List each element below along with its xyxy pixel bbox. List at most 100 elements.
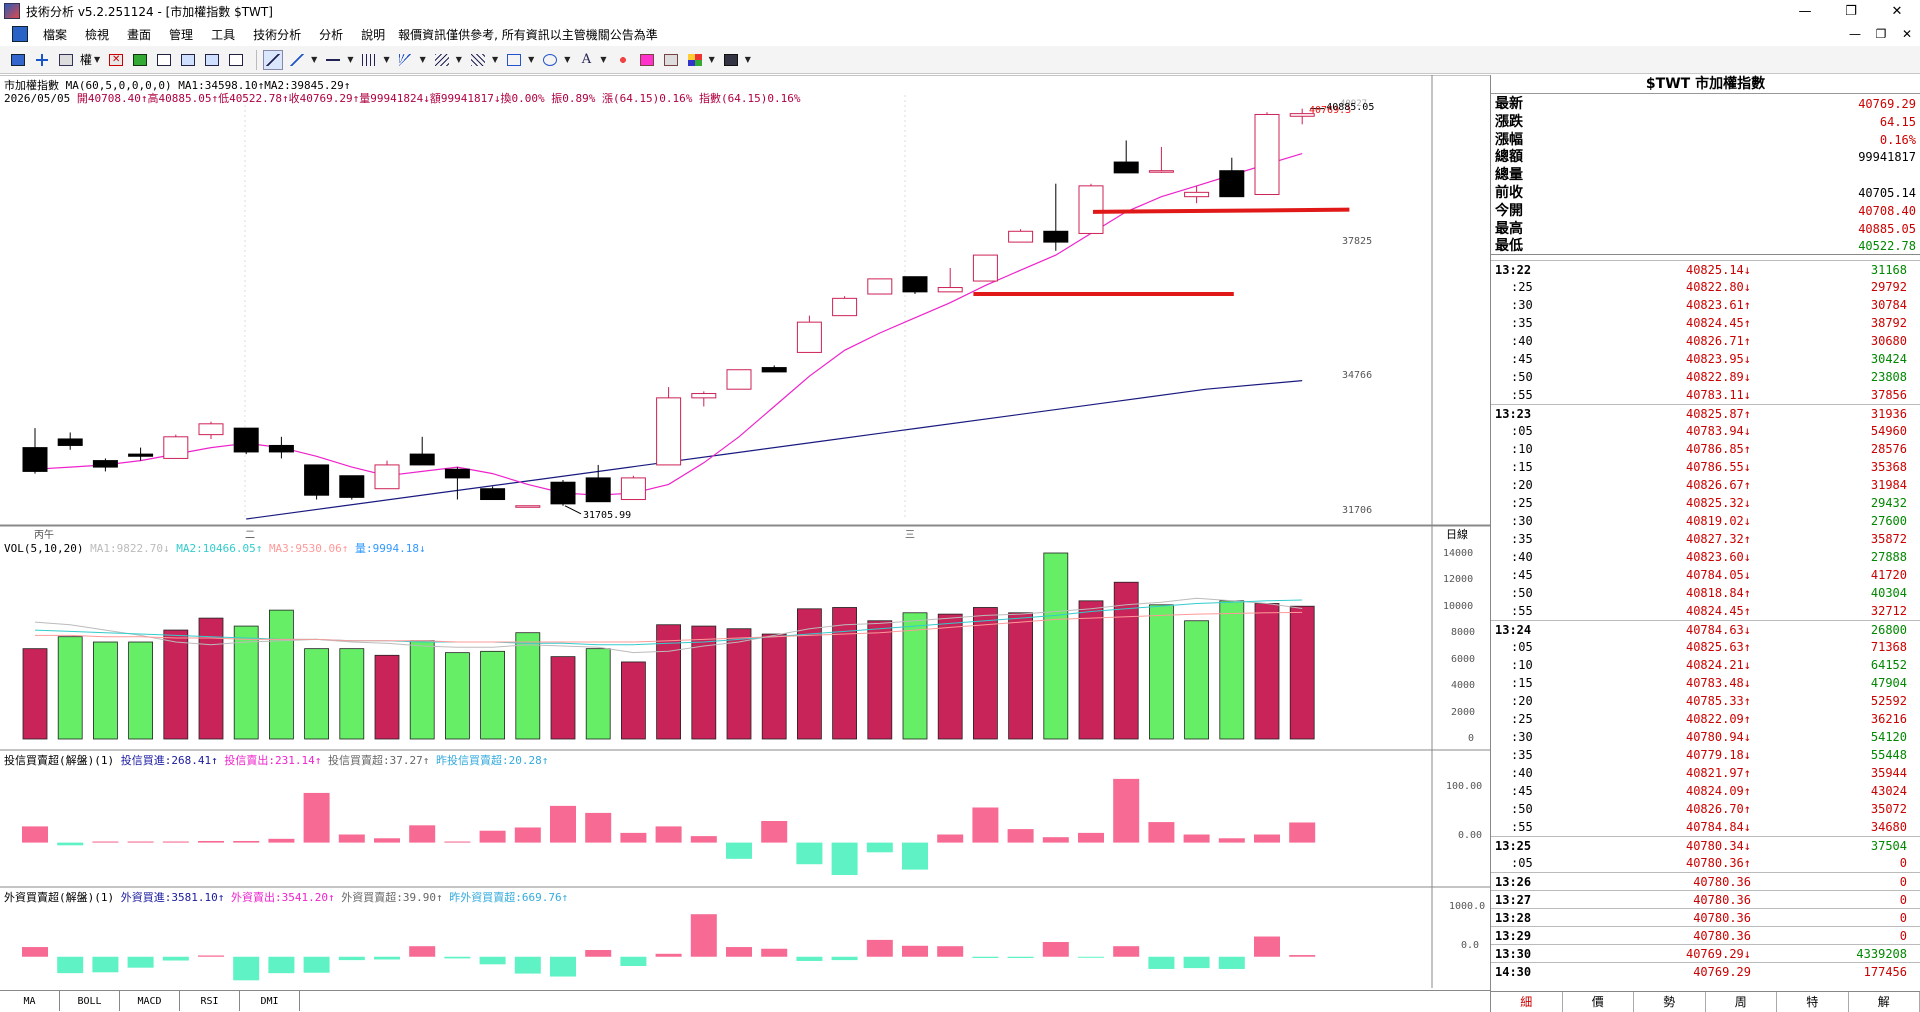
text-tool-icon[interactable]: A <box>581 51 592 67</box>
tick-row[interactable]: 13:27 40780.36 0 <box>1491 890 1920 908</box>
quote-tab[interactable]: 解 <box>1849 992 1920 1012</box>
tab-dmi[interactable]: DMI <box>240 991 300 1011</box>
tick-row[interactable]: :15 40783.48↓ 47904 <box>1491 674 1920 692</box>
chevron-down-icon[interactable]: ▼ <box>708 55 715 64</box>
tick-row[interactable]: :35 40779.18↓ 55448 <box>1491 746 1920 764</box>
tick-row[interactable]: :05 40783.94↓ 54960 <box>1491 422 1920 440</box>
chevron-down-icon[interactable]: ▼ <box>744 55 751 64</box>
weight-label[interactable]: 權 <box>80 53 93 67</box>
chevron-down-icon[interactable]: ▼ <box>491 55 499 64</box>
tick-row[interactable]: :30 40819.02↓ 27600 <box>1491 512 1920 530</box>
tick-row[interactable]: :20 40785.33↑ 52592 <box>1491 692 1920 710</box>
window-icon[interactable] <box>154 50 174 70</box>
menu-tools[interactable]: 工具 <box>211 27 236 42</box>
chart-canvas[interactable] <box>0 75 1490 988</box>
tick-row[interactable]: 13:23 40825.87↑ 31936 <box>1491 404 1920 422</box>
rectangle-tool-icon[interactable] <box>504 50 524 70</box>
tab-ma[interactable]: MA <box>0 991 60 1011</box>
tick-row[interactable]: :45 40784.05↓ 41720 <box>1491 566 1920 584</box>
channel-tool-icon[interactable] <box>432 50 452 70</box>
tick-row[interactable]: :55 40824.45↑ 32712 <box>1491 602 1920 620</box>
chart-window-icon[interactable] <box>8 50 28 70</box>
chevron-down-icon[interactable]: ▼ <box>528 55 535 64</box>
chevron-down-icon[interactable]: ▼ <box>311 55 318 64</box>
eraser-icon[interactable] <box>637 50 657 70</box>
quote-tab[interactable]: 價 <box>1563 992 1634 1012</box>
chevron-down-icon[interactable]: ▼ <box>564 55 571 64</box>
quote-tab[interactable]: 特 <box>1777 992 1849 1012</box>
tick-row[interactable]: :40 40821.97↑ 35944 <box>1491 764 1920 782</box>
chart-area[interactable]: 市加權指數 MA(60,5,0,0,0,0) MA1:34598.10↑MA2:… <box>0 75 1490 988</box>
tick-row[interactable]: :35 40824.45↑ 38792 <box>1491 314 1920 332</box>
minimize-button[interactable]: — <box>1798 3 1812 19</box>
child-close-button[interactable]: ✕ <box>1901 27 1913 41</box>
chevron-down-icon[interactable]: ▼ <box>347 55 354 64</box>
chevron-down-icon[interactable]: ▼ <box>600 55 607 64</box>
tick-row[interactable]: :50 40822.89↓ 23808 <box>1491 368 1920 386</box>
tick-row[interactable]: 14:30 40769.29 177456 <box>1491 962 1920 980</box>
tick-row[interactable]: :55 40783.11↓ 37856 <box>1491 386 1920 404</box>
fan-tool-icon[interactable] <box>396 50 416 70</box>
tab-macd[interactable]: MACD <box>120 991 180 1011</box>
close-button[interactable]: ✕ <box>1891 3 1903 19</box>
chevron-down-icon[interactable]: ▼ <box>419 55 426 64</box>
tick-row[interactable]: :50 40818.84↑ 40304 <box>1491 584 1920 602</box>
tick-row[interactable]: :45 40823.95↓ 30424 <box>1491 350 1920 368</box>
menu-manage[interactable]: 管理 <box>169 27 194 42</box>
period-label[interactable]: 日線 <box>1446 528 1468 541</box>
tick-row[interactable]: 13:30 40769.29↓ 4339208 <box>1491 944 1920 962</box>
pointer-tool-icon[interactable] <box>263 49 284 70</box>
menu-analysis[interactable]: 分析 <box>319 27 344 42</box>
red-x-icon[interactable]: ✕ <box>106 50 126 70</box>
tick-row[interactable]: :25 40822.80↓ 29792 <box>1491 278 1920 296</box>
tick-row[interactable]: :55 40784.84↓ 34680 <box>1491 818 1920 836</box>
tick-row[interactable]: :10 40824.21↓ 64152 <box>1491 656 1920 674</box>
tick-row[interactable]: :45 40824.09↑ 43024 <box>1491 782 1920 800</box>
menu-help[interactable]: 說明 <box>361 27 386 42</box>
menu-file[interactable]: 檔案 <box>43 27 68 42</box>
menu-view[interactable]: 檢視 <box>85 27 110 42</box>
child-minimize-button[interactable]: — <box>1849 27 1861 41</box>
quote-tab[interactable]: 勢 <box>1634 992 1706 1012</box>
document-icon[interactable] <box>12 26 28 42</box>
vertical-lines-icon[interactable] <box>359 50 379 70</box>
screen-icon[interactable] <box>56 50 76 70</box>
tick-row[interactable]: 13:24 40784.63↓ 26800 <box>1491 620 1920 638</box>
save-icon[interactable] <box>721 50 741 70</box>
tick-row[interactable]: :15 40786.55↓ 35368 <box>1491 458 1920 476</box>
ellipse-tool-icon[interactable] <box>540 50 560 70</box>
tick-row[interactable]: :50 40826.70↑ 35072 <box>1491 800 1920 818</box>
maximize-button[interactable]: ❐ <box>1845 3 1857 19</box>
indicator-grid-icon[interactable] <box>685 50 705 70</box>
tick-row[interactable]: 13:22 40825.14↓ 31168 <box>1491 260 1920 278</box>
quote-tab[interactable]: 周 <box>1706 992 1777 1012</box>
tick-row[interactable]: :30 40823.61↑ 30784 <box>1491 296 1920 314</box>
tick-row[interactable]: :05 40780.36↑ 0 <box>1491 854 1920 872</box>
tick-row[interactable]: :20 40826.67↑ 31984 <box>1491 476 1920 494</box>
tick-row[interactable]: 13:28 40780.36 0 <box>1491 908 1920 926</box>
chevron-down-icon[interactable]: ▼ <box>94 55 101 64</box>
tick-row[interactable]: :05 40825.63↑ 71368 <box>1491 638 1920 656</box>
tick-row[interactable]: 13:29 40780.36 0 <box>1491 926 1920 944</box>
tick-row[interactable]: :10 40786.85↑ 28576 <box>1491 440 1920 458</box>
green-grid-icon[interactable] <box>130 50 150 70</box>
list-layout-icon[interactable] <box>226 50 246 70</box>
tick-row[interactable]: :40 40826.71↑ 30680 <box>1491 332 1920 350</box>
chevron-down-icon[interactable]: ▼ <box>383 55 390 64</box>
menu-technical-analysis[interactable]: 技術分析 <box>253 27 302 42</box>
tick-row[interactable]: :40 40823.60↓ 27888 <box>1491 548 1920 566</box>
line-tool-icon[interactable] <box>287 50 307 70</box>
tab-boll[interactable]: BOLL <box>60 991 120 1011</box>
eraser-all-icon[interactable] <box>661 50 681 70</box>
tick-row[interactable]: 13:26 40780.36 0 <box>1491 872 1920 890</box>
chevron-down-icon[interactable]: ▼ <box>455 55 462 64</box>
tab-rsi[interactable]: RSI <box>180 991 240 1011</box>
tick-list[interactable]: 13:22 40825.14↓ 31168:25 40822.80↓ 29792:30 4… <box>1491 260 1920 980</box>
tick-row[interactable]: :25 40825.32↓ 29432 <box>1491 494 1920 512</box>
tick-row[interactable]: :30 40780.94↓ 54120 <box>1491 728 1920 746</box>
menu-screen[interactable]: 畫面 <box>127 27 152 42</box>
tick-row[interactable]: 13:25 40780.34↓ 37504 <box>1491 836 1920 854</box>
marker-tool-icon[interactable] <box>613 50 633 70</box>
horizontal-line-icon[interactable] <box>323 50 343 70</box>
tick-row[interactable]: :35 40827.32↑ 35872 <box>1491 530 1920 548</box>
